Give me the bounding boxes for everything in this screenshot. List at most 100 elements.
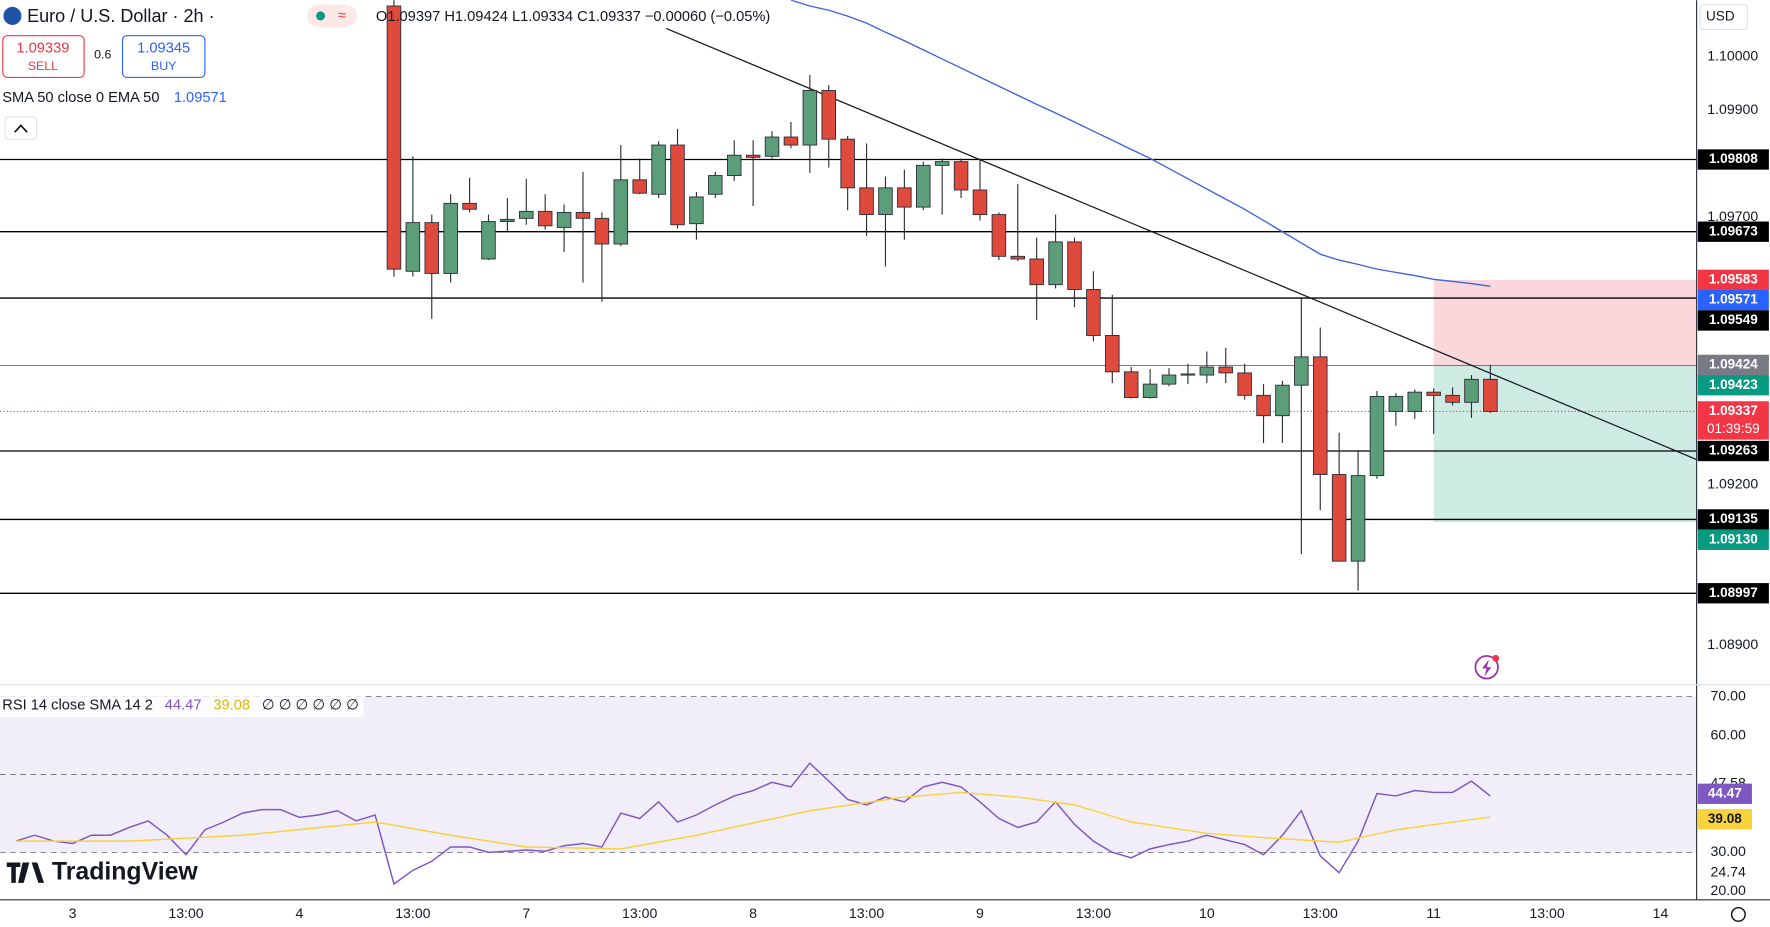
collapse-icon bbox=[14, 124, 28, 133]
symbol-title[interactable]: Euro / U.S. Dollar · 2h · bbox=[27, 6, 215, 26]
rsi-tick-label: 24.74 bbox=[1711, 864, 1746, 880]
rsi-legend[interactable]: RSI 14 close SMA 14 2 bbox=[2, 698, 153, 714]
x-tick-label: 7 bbox=[522, 905, 530, 921]
candle-body bbox=[783, 136, 799, 146]
rsi-tag bbox=[1697, 809, 1752, 830]
y-tick-label: 1.10000 bbox=[1707, 48, 1758, 64]
price-pane bbox=[0, 0, 1697, 594]
indicator-legend[interactable]: SMA 50 close 0 EMA 50 bbox=[2, 90, 159, 106]
x-tick-label: 11 bbox=[1426, 905, 1441, 921]
candle-body bbox=[1105, 335, 1120, 373]
candle-body bbox=[1445, 394, 1460, 403]
rsi-tick-label: 30.00 bbox=[1711, 843, 1746, 859]
candle-body bbox=[424, 222, 440, 274]
price-tag bbox=[1697, 221, 1769, 242]
sell-price: 1.09339 bbox=[16, 41, 69, 57]
candle-body bbox=[1369, 395, 1385, 477]
x-tick-label: 3 bbox=[69, 905, 77, 921]
candle-body bbox=[972, 189, 988, 216]
candle-body bbox=[443, 202, 458, 274]
sell-label: SELL bbox=[28, 59, 58, 73]
rsi-pane bbox=[0, 696, 1697, 886]
candle-body bbox=[953, 161, 969, 191]
rsi-sma-line bbox=[15, 791, 1491, 850]
candle-body bbox=[1010, 255, 1026, 260]
collapse-button[interactable] bbox=[4, 116, 38, 141]
candle-body bbox=[613, 179, 629, 245]
axes: 1.100001.099001.097001.095001.094001.092… bbox=[69, 48, 1769, 921]
x-tick-label: 8 bbox=[749, 905, 757, 921]
symbol-icon[interactable] bbox=[3, 6, 22, 25]
candle-body bbox=[481, 221, 496, 260]
brand: TradingView bbox=[52, 858, 198, 885]
ema-line bbox=[790, 0, 1491, 287]
price-tag-label: 1.09130 bbox=[1709, 531, 1758, 546]
price-tag bbox=[1697, 269, 1769, 291]
candle-body bbox=[1199, 366, 1215, 376]
price-tag-label: 1.08997 bbox=[1709, 585, 1758, 600]
status-icon: ≈ bbox=[338, 8, 346, 24]
candle-body bbox=[1407, 391, 1423, 412]
currency: USD bbox=[1706, 9, 1735, 24]
y-tick-label: 1.09900 bbox=[1707, 101, 1758, 117]
price-tag-label: 1.09135 bbox=[1709, 511, 1758, 526]
price-tag bbox=[1697, 509, 1769, 530]
candle-body bbox=[1180, 373, 1196, 376]
candle-body bbox=[670, 144, 685, 226]
candle-body bbox=[1388, 395, 1404, 412]
candle-body bbox=[537, 210, 553, 227]
candle-body bbox=[1294, 356, 1309, 386]
settings-icon[interactable] bbox=[1730, 906, 1746, 922]
price-tag bbox=[1697, 290, 1769, 311]
candle-body bbox=[1237, 372, 1252, 396]
x-tick-label: 13:00 bbox=[622, 905, 657, 921]
price-tag-label: 1.09673 bbox=[1709, 223, 1758, 238]
candle-body bbox=[991, 214, 1007, 257]
y-tick-label: 1.09200 bbox=[1707, 475, 1758, 491]
trend-line bbox=[665, 27, 1697, 461]
candle-body bbox=[859, 187, 874, 216]
candle-body bbox=[1161, 374, 1177, 385]
sell-button[interactable] bbox=[2, 35, 85, 79]
alert-icon[interactable] bbox=[1474, 655, 1499, 680]
price-tag-label: 1.09263 bbox=[1709, 443, 1758, 458]
y-tick-label: 1.08900 bbox=[1707, 636, 1758, 652]
candle-body bbox=[1256, 394, 1271, 417]
candle-body bbox=[1067, 241, 1082, 290]
x-tick-label: 10 bbox=[1199, 905, 1215, 921]
price-tag bbox=[1697, 149, 1769, 170]
rsi-line bbox=[15, 762, 1491, 886]
price-tag bbox=[1697, 310, 1769, 331]
candle-body bbox=[689, 196, 704, 225]
price-tag bbox=[1697, 354, 1769, 376]
price-tag bbox=[1697, 401, 1769, 440]
x-tick-label: 13:00 bbox=[849, 905, 884, 921]
x-tick-label: 9 bbox=[976, 905, 984, 921]
status-pill[interactable] bbox=[307, 4, 357, 28]
x-tick-label: 4 bbox=[296, 905, 304, 921]
rsi-legend-value: 44.47 bbox=[165, 698, 202, 714]
status-dot bbox=[316, 11, 326, 21]
buy-button[interactable] bbox=[121, 35, 206, 79]
rsi-tick-label: 70.00 bbox=[1711, 687, 1746, 703]
candle-body bbox=[556, 211, 572, 228]
brand-logo bbox=[6, 862, 45, 883]
candle-body bbox=[575, 211, 591, 219]
buy-price: 1.09345 bbox=[137, 41, 190, 57]
candle-body bbox=[1218, 366, 1233, 374]
candle-body bbox=[1275, 384, 1290, 417]
alert-dot bbox=[1492, 654, 1500, 662]
candle-body bbox=[1312, 356, 1328, 475]
candle-body bbox=[651, 144, 666, 195]
rsi-tick-label: 60.00 bbox=[1711, 726, 1746, 742]
rsi-tag-label: 44.47 bbox=[1708, 785, 1742, 800]
candle-body bbox=[840, 138, 855, 189]
x-tick-label: 13:00 bbox=[395, 905, 430, 921]
candle-body bbox=[934, 161, 950, 166]
candle-body bbox=[821, 90, 837, 140]
currency-button[interactable] bbox=[1699, 4, 1748, 31]
rsi-legend-extra: ∅ ∅ ∅ ∅ ∅ ∅ bbox=[262, 698, 359, 714]
candle-body bbox=[462, 202, 477, 210]
candle-body bbox=[745, 154, 761, 158]
